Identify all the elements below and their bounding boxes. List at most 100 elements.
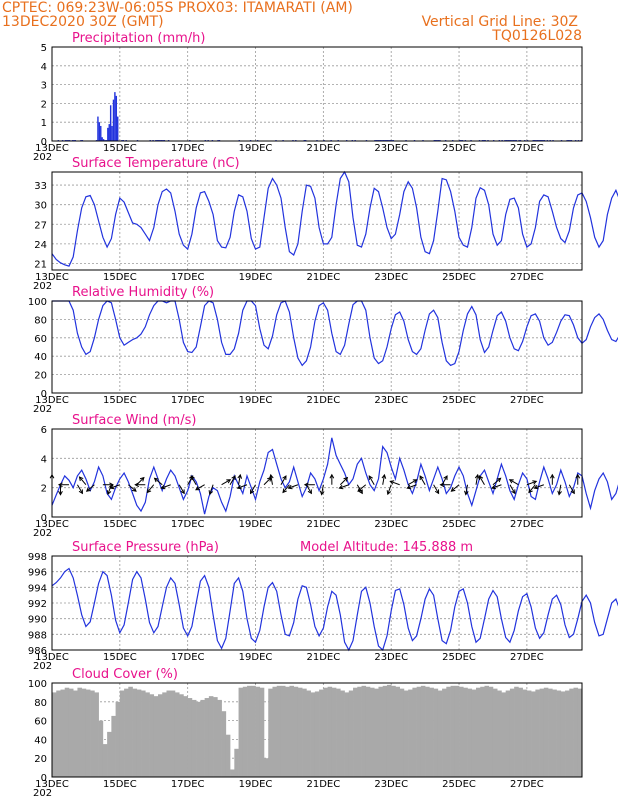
x-year-fragment: 202 xyxy=(33,788,52,799)
cloud-bar xyxy=(314,691,320,777)
cloud-bar xyxy=(272,686,278,777)
cloud-bar xyxy=(230,769,235,777)
cloud-bar xyxy=(365,686,371,777)
cloud-bar xyxy=(64,687,70,777)
panel-precipitation: 0 1 2 3 4 5 Precipitation (mm/h) 13DEC 15DEC 17DE… xyxy=(33,31,583,163)
cloud-bar xyxy=(543,687,549,777)
x-tick-label: 13DEC xyxy=(35,779,69,790)
cloud-bar xyxy=(319,689,324,777)
cloud-bar xyxy=(187,698,193,777)
x-tick-label: 25DEC xyxy=(442,143,476,154)
cloud-bar xyxy=(238,687,244,777)
wind-arrow-shaft xyxy=(390,480,400,486)
precip-bar xyxy=(111,125,113,141)
wind-arrow-shaft xyxy=(451,484,460,492)
cloud-bar xyxy=(191,699,197,777)
wind-arrow-shaft xyxy=(475,474,479,485)
cloud-bar xyxy=(429,687,434,777)
wind-arrow-head xyxy=(439,482,445,488)
cloud-bar xyxy=(459,686,464,777)
panel-frame xyxy=(51,46,583,142)
cloud-bar xyxy=(217,699,222,777)
wind-arrow-head xyxy=(381,473,387,479)
header-location: CPTEC: 069:23W-06:05S PROX03: ITAMARATI … xyxy=(2,0,353,16)
cloud-bar xyxy=(336,688,341,777)
cloud-bar xyxy=(60,689,66,777)
x-tick-label: 27DEC xyxy=(510,395,544,406)
wind-arrow-head xyxy=(134,482,140,488)
wind-arrow-head xyxy=(236,484,242,490)
wind-arrow-shaft xyxy=(77,484,83,494)
panel-title: Surface Pressure (hPa) xyxy=(72,540,219,555)
wind-arrow-head xyxy=(406,484,412,490)
cloud-bar xyxy=(225,734,231,777)
y-tick-label: 60 xyxy=(34,717,47,728)
wind-arrow-shaft xyxy=(407,484,417,489)
precip-bar xyxy=(101,137,103,141)
panel-title: Surface Wind (m/s) xyxy=(72,413,196,428)
cloud-bar xyxy=(463,687,468,777)
y-tick-label: 40 xyxy=(34,352,47,363)
x-tick-label: 25DEC xyxy=(442,395,476,406)
cloud-bar xyxy=(221,711,227,777)
wind-arrow-head xyxy=(511,489,516,495)
cloud-bar xyxy=(124,688,129,777)
y-tick-label: 994 xyxy=(28,583,47,594)
y-tick-label: 40 xyxy=(34,735,47,746)
precip-bar xyxy=(114,92,116,141)
wind-arrow-shaft xyxy=(357,484,367,492)
cloud-bar xyxy=(348,690,354,777)
cloud-bar xyxy=(501,692,506,777)
cloud-bar xyxy=(518,687,523,777)
wind-arrow-shaft xyxy=(282,484,290,493)
x-tick-label: 21DEC xyxy=(306,395,340,406)
wind-arrow-shaft xyxy=(250,484,256,494)
wind-arrow-shaft xyxy=(368,475,375,485)
cloud-bar xyxy=(370,687,375,777)
y-tick-label: 0 xyxy=(41,513,47,524)
cloud-bar xyxy=(115,701,121,777)
x-tick-label: 23DEC xyxy=(374,779,408,790)
wind-arrow-head xyxy=(57,482,63,488)
cloud-bar xyxy=(577,688,582,777)
y-tick-label: 60 xyxy=(34,334,47,345)
cloud-bar xyxy=(425,686,430,777)
wind-arrow-shaft xyxy=(209,484,214,495)
x-tick-label: 19DEC xyxy=(239,395,273,406)
cloud-bar xyxy=(56,690,61,777)
x-tick-label: 17DEC xyxy=(171,395,205,406)
cloud-bar xyxy=(166,690,172,777)
x-tick-label: 19DEC xyxy=(239,779,273,790)
x-tick-label: 17DEC xyxy=(171,652,205,663)
wind-arrow-head xyxy=(329,473,335,479)
cloud-bar xyxy=(573,687,579,777)
x-tick-label: 21DEC xyxy=(306,143,340,154)
cloud-bar xyxy=(247,685,252,777)
wind-arrow-shaft xyxy=(491,484,502,489)
cloud-bar xyxy=(77,687,82,777)
cloud-bar xyxy=(382,685,388,777)
wind-arrow-head xyxy=(180,489,185,495)
cloud-bar xyxy=(208,696,214,777)
wind-arrow-shaft xyxy=(229,475,236,485)
panel-wind: 0 2 4 6 Surface Wind (m/s) 13DEC 15DEC 17DEC 19D… xyxy=(33,413,618,539)
cloud-bar xyxy=(255,686,261,777)
cloud-bar xyxy=(505,690,511,777)
x-tick-label: 25DEC xyxy=(442,272,476,283)
wind-arrow-head xyxy=(208,490,214,496)
cloud-bar xyxy=(85,689,91,777)
x-year-fragment: 202 xyxy=(33,152,52,163)
cloud-bar xyxy=(81,688,87,777)
panel-frame xyxy=(51,300,583,394)
cloud-bar xyxy=(94,692,99,777)
wind-arrow-head xyxy=(146,488,152,494)
wind-arrow-shaft xyxy=(568,484,575,494)
wind-arrow-shaft xyxy=(407,479,418,486)
cloud-bar xyxy=(280,685,286,777)
panel-title: Relative Humidity (%) xyxy=(72,285,214,300)
cloud-bar xyxy=(200,699,205,777)
y-tick-label: 0 xyxy=(41,137,47,148)
precip-bar xyxy=(115,95,118,141)
wind-arrow-shaft xyxy=(382,474,385,485)
x-tick-label: 13DEC xyxy=(35,143,69,154)
